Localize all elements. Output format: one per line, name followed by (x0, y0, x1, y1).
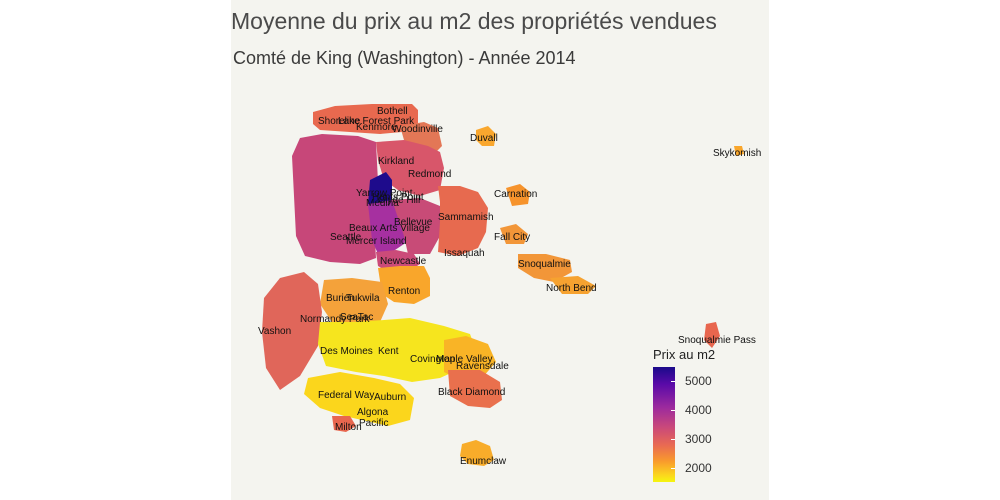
map-subtitle: Comté de King (Washington) - Année 2014 (233, 48, 576, 68)
region-sammamish (438, 186, 488, 256)
legend-title: Prix au m2 (653, 347, 716, 362)
map-regions (262, 104, 744, 466)
region-duvall (476, 126, 496, 146)
city-label-seattle: Seattle (330, 232, 362, 243)
city-label-bellevue: Bellevue (394, 217, 433, 228)
city-label-lake-forest-park: Lake Forest Park (338, 116, 415, 127)
city-label-ravensdale: Ravensdale (456, 361, 509, 372)
legend-tick-mark (671, 467, 675, 469)
region-black-diamond (448, 370, 502, 408)
city-label-maple-valley: Maple Valley (436, 354, 493, 365)
map-title: Moyenne du prix au m2 des propriétés ven… (231, 8, 717, 34)
city-label-normandy-park: Normandy Park (300, 314, 370, 325)
region-seattle (292, 134, 378, 264)
city-label-newcastle: Newcastle (380, 256, 427, 267)
region-north-bend (550, 276, 596, 294)
region-bellevue-east (392, 198, 440, 254)
region-federal-way (304, 372, 414, 426)
region-milton (332, 416, 356, 432)
city-label-burien: Burien (326, 293, 355, 304)
region-bothell (313, 104, 418, 134)
city-label-vashon: Vashon (258, 326, 291, 337)
legend-tick-label: 2000 (685, 460, 712, 475)
city-label-algona: Algona (357, 407, 389, 418)
city-label-yarrow-point: Yarrow Point (356, 188, 413, 199)
city-label-black-diamond: Black Diamond (438, 387, 505, 398)
region-enumclaw (460, 440, 494, 466)
city-label-mercer-island: Mercer Island (346, 236, 407, 247)
city-label-duvall: Duvall (470, 133, 498, 144)
city-label-covington: Covington (410, 354, 455, 365)
city-label-kirkland: Kirkland (378, 156, 414, 167)
city-label-pacific: Pacific (359, 418, 388, 429)
city-label-north-bend: North Bend (546, 283, 597, 294)
region-kirkland (376, 140, 444, 196)
city-label-kent: Kent (378, 346, 399, 357)
city-label-skykomish: Skykomish (713, 148, 761, 159)
region-kent (318, 318, 476, 382)
region-carnation (506, 184, 530, 206)
region-vashon (262, 272, 322, 390)
city-label-bothell: Bothell (377, 106, 408, 117)
city-label-tukwila: Tukwila (346, 293, 380, 304)
region-fall-city (500, 224, 528, 244)
region-maple-valley (444, 336, 496, 380)
city-label-redmond: Redmond (408, 169, 451, 180)
city-label-snoqualmie: Snoqualmie (518, 259, 571, 270)
region-renton (378, 266, 430, 304)
city-label-renton: Renton (388, 286, 420, 297)
city-label-carnation: Carnation (494, 189, 537, 200)
city-label-auburn: Auburn (374, 392, 406, 403)
city-label-fall-city: Fall City (494, 232, 530, 243)
legend-colorbar (653, 367, 675, 482)
region-medina (368, 172, 392, 210)
region-burien (320, 278, 388, 326)
region-snoqualmie-pass (704, 322, 720, 348)
city-label-issaquah: Issaquah (444, 248, 485, 259)
legend-tick-label: 3000 (685, 431, 712, 446)
city-label-hunts-point: Hunts Point (372, 192, 424, 203)
city-label-enumclaw: Enumclaw (460, 456, 507, 467)
city-label-federal-way: Federal Way (318, 390, 374, 401)
city-label-seatac: SeaTac (340, 312, 373, 323)
region-snoqualmie (518, 254, 572, 282)
city-label-sammamish: Sammamish (438, 212, 494, 223)
city-label-milton: Milton (335, 422, 362, 433)
city-label-kenmore: Kenmore (356, 122, 397, 133)
legend-tick-mark (671, 438, 675, 440)
city-label-clyde-hill: Clyde Hill (378, 195, 420, 206)
city-label-snoqualmie-pass: Snoqualmie Pass (678, 335, 756, 346)
city-label-shoreline: Shoreline (318, 116, 361, 127)
city-label-woodinville: Woodinville (392, 124, 443, 135)
legend-tick-label: 5000 (685, 374, 712, 389)
region-skykomish (734, 146, 744, 156)
city-label-medina: Medina (366, 198, 399, 209)
legend-tick-mark (671, 410, 675, 412)
city-label-beaux-arts-village: Beaux Arts Village (349, 223, 430, 234)
city-label-des-moines: Des Moines (320, 346, 373, 357)
legend-tick-label: 4000 (685, 403, 712, 418)
legend-tick-mark (671, 381, 675, 383)
